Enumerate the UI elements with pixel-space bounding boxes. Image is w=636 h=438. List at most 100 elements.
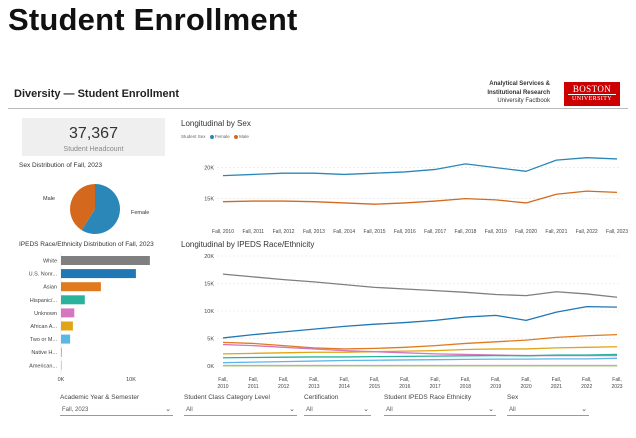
bar-title: IPEDS Race/Ethnicity Distribution of Fal… xyxy=(19,241,154,248)
x-tick-label: Fall, 2016 xyxy=(399,377,410,390)
slicer-academic-year[interactable]: Academic Year & Semester Fall, 2023 ⌄ xyxy=(60,394,173,416)
series-line xyxy=(222,305,618,339)
series-line xyxy=(222,353,618,359)
slicer-title: Certification xyxy=(304,394,339,401)
y-tick-label: 15K xyxy=(204,197,214,203)
slicer-value[interactable]: All ⌄ xyxy=(384,405,496,416)
x-tick-label: Fall, 2015 xyxy=(369,377,380,390)
y-tick-label: 0K xyxy=(207,364,214,370)
x-tick-label: Fall, 2014 xyxy=(333,229,355,235)
kpi-card: 37,367 Student Headcount xyxy=(22,118,165,156)
slicer-value[interactable]: Fall, 2023 ⌄ xyxy=(60,405,173,416)
slicer-title: Student IPEDS Race Ethnicity xyxy=(384,394,472,401)
x-tick-label: Fall, 2018 xyxy=(460,377,471,390)
x-tick-label: Fall, 2017 xyxy=(430,377,441,390)
pie-label-male: Male xyxy=(43,196,55,202)
bar xyxy=(61,321,73,331)
slicer-class-level[interactable]: Student Class Category Level All ⌄ xyxy=(184,394,297,416)
slicer-value[interactable]: All ⌄ xyxy=(507,405,589,416)
bar xyxy=(61,334,71,344)
slicer-certification[interactable]: Certification All ⌄ xyxy=(304,394,371,416)
slicer-value[interactable]: All ⌄ xyxy=(304,405,371,416)
race-bar-chart[interactable]: White U.S. Nonr... Asian Hispanic/... Unknow… xyxy=(8,253,168,385)
slicer-value-text: All xyxy=(509,407,516,413)
series-line xyxy=(222,157,618,177)
x-tick-label: Fall, 2017 xyxy=(424,229,446,235)
x-tick-label: Fall, 2020 xyxy=(515,229,537,235)
x-tick-label: Fall, 2022 xyxy=(576,229,598,235)
series-line xyxy=(222,190,618,205)
slicer-title: Academic Year & Semester xyxy=(60,394,140,401)
header-divider xyxy=(8,108,628,109)
boston-university-logo[interactable]: BOSTON UNIVERSITY xyxy=(564,82,620,106)
bar-category-label: Asian xyxy=(43,285,57,291)
x-tick-label: Fall, 2023 xyxy=(606,229,628,235)
series-line xyxy=(222,346,618,355)
factbook-brand: Analytical Services & Institutional Rese… xyxy=(487,80,550,106)
y-tick-label: 5K xyxy=(207,337,214,343)
report-title: Diversity — Student Enrollment xyxy=(14,88,180,100)
pie-title: Sex Distribution of Fall, 2023 xyxy=(19,162,103,169)
brand-line-1: Analytical Services & xyxy=(489,81,550,87)
bar-x-tick-label: 0K xyxy=(58,377,65,383)
bar xyxy=(61,256,150,265)
brand-line-3: University Factbook xyxy=(497,98,550,104)
x-tick-label: Fall, 2022 xyxy=(581,377,592,390)
kpi-label: Student Headcount xyxy=(63,146,124,153)
x-tick-label: Fall, 2010 xyxy=(217,377,228,390)
x-tick-label: Fall, 2014 xyxy=(339,377,350,390)
pie-slice-female xyxy=(81,184,121,234)
series-line xyxy=(222,357,618,364)
bar-category-label: African A... xyxy=(30,324,57,330)
chevron-down-icon[interactable]: ⌄ xyxy=(363,406,369,413)
slicer-race-ethnicity[interactable]: Student IPEDS Race Ethnicity All ⌄ xyxy=(384,394,496,416)
chevron-down-icon[interactable]: ⌄ xyxy=(165,406,171,413)
x-tick-label: Fall, 2016 xyxy=(394,229,416,235)
slicer-value-text: All xyxy=(386,407,393,413)
x-tick-label: Fall, 2015 xyxy=(364,229,386,235)
y-tick-label: 10K xyxy=(204,309,214,315)
x-tick-label: Fall, 2021 xyxy=(545,229,567,235)
slicer-value-text: All xyxy=(186,407,193,413)
bar-category-label: Hispanic/... xyxy=(30,298,58,304)
bar-category-label: Native H... xyxy=(31,350,57,356)
slicer-title: Student Class Category Level xyxy=(184,394,270,401)
logo-line-1: BOSTON xyxy=(572,84,612,94)
race-line-chart[interactable]: 0K 5K 10K 15K 20K Fall, 2010 Fall, 2011 Fall, 2012… xyxy=(176,250,628,395)
sex-pie-chart[interactable] xyxy=(64,178,126,240)
sex-line-chart[interactable]: 15K 20K Fall, 2010 Fall, 2011 Fall, 2012 Fall… xyxy=(176,145,628,237)
legend-title: Student Sex xyxy=(181,134,206,139)
x-tick-label: Fall, 2013 xyxy=(308,377,319,390)
brand-line-2: Institutional Research xyxy=(487,89,550,96)
x-tick-label: Fall, 2019 xyxy=(485,229,507,235)
slicer-value-text: All xyxy=(306,407,313,413)
logo-line-2: UNIVERSITY xyxy=(568,94,616,103)
x-tick-label: Fall, 2013 xyxy=(303,229,325,235)
series-line xyxy=(222,273,618,298)
bar-category-label: Two or M... xyxy=(30,337,58,343)
chevron-down-icon[interactable]: ⌄ xyxy=(488,406,494,413)
chevron-down-icon[interactable]: ⌄ xyxy=(581,406,587,413)
kpi-value: 37,367 xyxy=(69,125,118,142)
bar-category-label: Unknown xyxy=(34,311,57,317)
y-tick-label: 15K xyxy=(204,282,214,288)
bar-category-label: White xyxy=(43,259,57,265)
bar xyxy=(61,308,75,318)
y-tick-label: 20K xyxy=(204,166,214,172)
x-tick-label: Fall, 2021 xyxy=(551,377,562,390)
slicer-value[interactable]: All ⌄ xyxy=(184,405,297,416)
pie-label-female: Female xyxy=(131,210,150,216)
bar-x-tick-label: 10K xyxy=(126,377,136,383)
bar-category-label: U.S. Nonr... xyxy=(29,272,58,278)
bar-category-label: American... xyxy=(29,363,57,369)
x-tick-label: Fall, 2011 xyxy=(248,377,259,390)
x-tick-label: Fall, 2010 xyxy=(212,229,234,235)
slicer-sex[interactable]: Sex All ⌄ xyxy=(507,394,589,416)
bar xyxy=(61,269,136,279)
sex-line-legend: Student Sex Female Male xyxy=(181,134,249,139)
bar xyxy=(61,360,62,370)
chevron-down-icon[interactable]: ⌄ xyxy=(289,406,295,413)
slicer-title: Sex xyxy=(507,394,519,401)
x-tick-label: Fall, 2012 xyxy=(278,377,289,390)
x-tick-label: Fall, 2020 xyxy=(521,377,532,390)
